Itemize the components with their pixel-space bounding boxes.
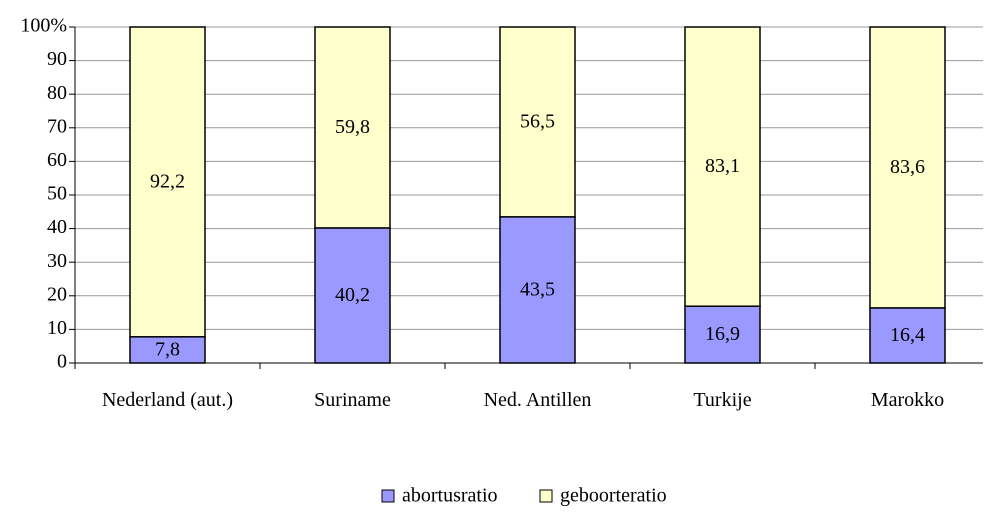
x-tick-label: Marokko bbox=[870, 389, 945, 411]
x-tick-label-box: Nederland (aut.) bbox=[101, 389, 234, 411]
x-tick-label: Nederland (aut.) bbox=[101, 389, 234, 411]
bar-segment bbox=[499, 26, 576, 218]
value-label: 56,5 bbox=[520, 111, 555, 133]
bar-segment bbox=[869, 26, 946, 309]
value-label: 40,2 bbox=[335, 284, 370, 306]
x-tick-label: Turkije bbox=[693, 389, 752, 411]
value-label: 16,9 bbox=[705, 323, 740, 345]
x-tick-label-box: Marokko bbox=[870, 389, 945, 411]
value-label: 43,5 bbox=[520, 279, 555, 301]
y-tick-label: 70 bbox=[47, 115, 67, 137]
y-tick-label: 50 bbox=[47, 183, 67, 205]
value-label: 83,6 bbox=[890, 156, 925, 178]
value-label: 59,8 bbox=[335, 116, 370, 138]
y-tick-label: 0 bbox=[57, 351, 67, 373]
bar-segment bbox=[499, 216, 576, 364]
y-tick-label: 40 bbox=[47, 216, 67, 238]
bar-segment bbox=[314, 26, 391, 229]
legend-swatch bbox=[381, 489, 395, 503]
x-tick-label: Ned. Antillen bbox=[483, 389, 592, 411]
bar-segment bbox=[129, 26, 206, 338]
value-label: 92,2 bbox=[150, 170, 185, 192]
x-tick-label-box: Suriname bbox=[314, 389, 391, 411]
y-tick-label: 100% bbox=[20, 15, 67, 37]
y-tick-label: 90 bbox=[47, 48, 67, 70]
legend-swatch bbox=[539, 489, 553, 503]
bar-segment bbox=[869, 307, 946, 364]
x-tick-label-box: Turkije bbox=[693, 389, 752, 411]
bar-segment bbox=[684, 305, 761, 364]
y-tick-label: 80 bbox=[47, 82, 67, 104]
x-tick-label: Suriname bbox=[314, 389, 391, 411]
bar-segment bbox=[684, 26, 761, 307]
legend-label: geboorteratio bbox=[560, 485, 667, 507]
value-label: 83,1 bbox=[705, 155, 740, 177]
legend-label: abortusratio bbox=[402, 485, 498, 507]
bar-segment bbox=[314, 227, 391, 364]
y-tick-label: 30 bbox=[47, 250, 67, 272]
x-tick-label-box: Ned. Antillen bbox=[483, 389, 592, 411]
value-label: 16,4 bbox=[890, 324, 925, 346]
y-tick-label: 20 bbox=[47, 283, 67, 305]
y-tick-label: 10 bbox=[47, 317, 67, 339]
y-tick-label: 60 bbox=[47, 149, 67, 171]
value-label: 7,8 bbox=[155, 338, 180, 360]
